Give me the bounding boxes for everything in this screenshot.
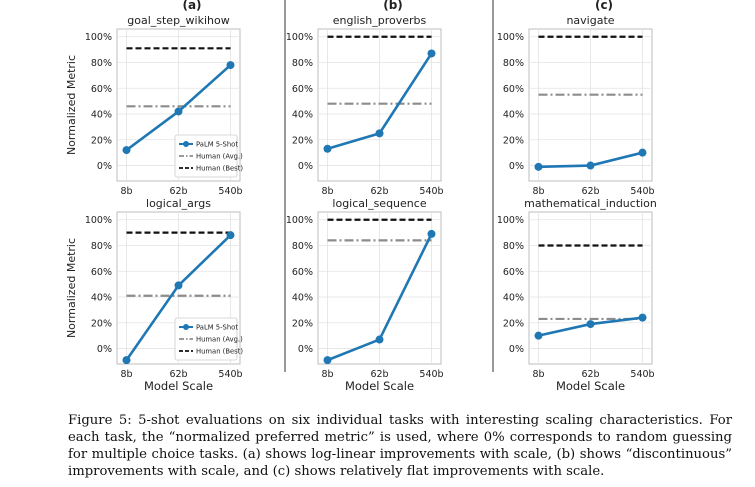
y-tick-label: 60% xyxy=(91,84,112,95)
palm-data-point xyxy=(323,356,332,365)
x-tick-label: 540b xyxy=(630,369,654,380)
palm-data-point xyxy=(638,313,647,322)
y-tick-label: 20% xyxy=(503,135,524,146)
panel-title: mathematical_induction xyxy=(524,197,657,210)
y-tick-label: 20% xyxy=(292,135,313,146)
y-axis-label: Normalized Metric xyxy=(65,238,78,338)
legend-label-human-best: Human (Best) xyxy=(196,165,243,173)
figure-caption: Figure 5: 5-shot evaluations on six indi… xyxy=(68,413,732,479)
y-tick-label: 100% xyxy=(286,32,313,43)
y-tick-label: 60% xyxy=(503,267,524,278)
y-tick-label: 100% xyxy=(286,215,313,226)
palm-data-point xyxy=(122,146,131,155)
x-tick-label: 8b xyxy=(120,186,132,197)
x-tick-label: 8b xyxy=(532,369,544,380)
legend-marker-palm xyxy=(183,141,189,147)
x-tick-label: 8b xyxy=(532,186,544,197)
panel-title: logical_args xyxy=(146,197,211,210)
y-tick-label: 0% xyxy=(509,161,524,172)
y-tick-label: 80% xyxy=(503,241,524,252)
y-tick-label: 80% xyxy=(91,58,112,69)
panel-title: logical_sequence xyxy=(332,197,426,210)
palm-data-point xyxy=(534,162,543,171)
x-axis-label: Model Scale xyxy=(556,379,625,393)
y-tick-label: 80% xyxy=(292,58,313,69)
legend-marker-palm xyxy=(183,324,189,330)
figure-charts: (a) (b) (c) goal_step_wikihow 100% 80% 60% 40% 2… xyxy=(65,0,657,393)
y-tick-label: 60% xyxy=(292,267,313,278)
y-tick-label: 80% xyxy=(503,58,524,69)
y-tick-label: 60% xyxy=(91,267,112,278)
y-tick-label: 0% xyxy=(298,344,313,355)
x-tick-label: 62b xyxy=(581,186,599,197)
column-label: (a) xyxy=(182,0,201,12)
x-tick-label: 62b xyxy=(370,369,388,380)
x-tick-label: 540b xyxy=(218,186,242,197)
y-tick-label: 40% xyxy=(503,293,524,304)
y-tick-label: 40% xyxy=(91,110,112,121)
palm-data-point xyxy=(375,335,384,344)
y-axis-label: Normalized Metric xyxy=(65,55,78,155)
legend-label-human-avg: Human (Avg.) xyxy=(196,336,243,344)
x-axis-label: Model Scale xyxy=(345,379,414,393)
palm-data-point xyxy=(427,49,436,58)
palm-data-point xyxy=(586,161,595,170)
y-tick-label: 40% xyxy=(91,293,112,304)
palm-data-point xyxy=(586,320,595,329)
palm-data-point xyxy=(375,129,384,138)
y-tick-label: 0% xyxy=(97,161,112,172)
y-tick-label: 100% xyxy=(497,215,524,226)
y-tick-label: 0% xyxy=(509,344,524,355)
y-tick-label: 40% xyxy=(292,293,313,304)
y-tick-label: 20% xyxy=(91,135,112,146)
x-tick-label: 540b xyxy=(630,186,654,197)
palm-data-point xyxy=(226,61,235,70)
palm-data-point xyxy=(174,107,183,116)
palm-data-point xyxy=(122,356,131,365)
y-tick-label: 80% xyxy=(292,241,313,252)
x-axis-label: Model Scale xyxy=(144,379,213,393)
palm-data-point xyxy=(226,231,235,240)
x-tick-label: 62b xyxy=(581,369,599,380)
y-tick-label: 40% xyxy=(503,110,524,121)
y-tick-label: 20% xyxy=(503,318,524,329)
column-label: (b) xyxy=(383,0,403,12)
x-tick-label: 8b xyxy=(120,369,132,380)
panel-title: goal_step_wikihow xyxy=(127,14,229,27)
y-tick-label: 40% xyxy=(292,110,313,121)
legend-label-palm: PaLM 5-Shot xyxy=(196,141,238,149)
legend-box xyxy=(174,134,238,178)
panel-title: navigate xyxy=(566,14,614,27)
x-tick-label: 8b xyxy=(321,186,333,197)
x-tick-label: 62b xyxy=(370,186,388,197)
y-tick-label: 20% xyxy=(91,318,112,329)
y-tick-label: 20% xyxy=(292,318,313,329)
x-tick-label: 540b xyxy=(419,369,443,380)
palm-data-point xyxy=(323,144,332,153)
legend-label-palm: PaLM 5-Shot xyxy=(196,324,238,332)
y-tick-label: 100% xyxy=(497,32,524,43)
x-tick-label: 62b xyxy=(169,186,187,197)
x-tick-label: 540b xyxy=(419,186,443,197)
palm-data-point xyxy=(638,148,647,157)
legend-box xyxy=(174,317,238,361)
y-tick-label: 0% xyxy=(97,344,112,355)
y-tick-label: 60% xyxy=(503,84,524,95)
y-tick-label: 80% xyxy=(91,241,112,252)
legend-label-human-avg: Human (Avg.) xyxy=(196,153,243,161)
palm-data-point xyxy=(534,331,543,340)
legend-label-human-best: Human (Best) xyxy=(196,348,243,356)
y-tick-label: 100% xyxy=(85,32,112,43)
column-label: (c) xyxy=(595,0,613,12)
y-tick-label: 0% xyxy=(298,161,313,172)
y-tick-label: 60% xyxy=(292,84,313,95)
x-tick-label: 8b xyxy=(321,369,333,380)
y-tick-label: 100% xyxy=(85,215,112,226)
x-tick-label: 62b xyxy=(169,369,187,380)
palm-data-point xyxy=(174,281,183,290)
panel-title: english_proverbs xyxy=(333,14,427,27)
palm-data-point xyxy=(427,229,436,238)
x-tick-label: 540b xyxy=(218,369,242,380)
